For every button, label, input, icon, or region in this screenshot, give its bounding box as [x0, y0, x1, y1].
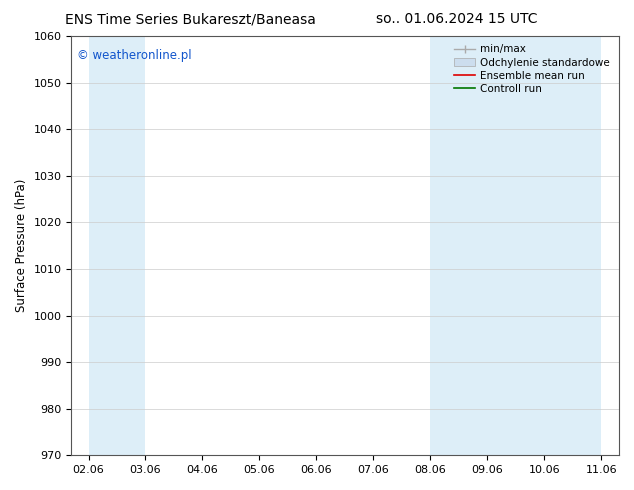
Text: © weatheronline.pl: © weatheronline.pl	[77, 49, 191, 62]
Legend: min/max, Odchylenie standardowe, Ensemble mean run, Controll run: min/max, Odchylenie standardowe, Ensembl…	[451, 41, 613, 97]
Bar	[545, 36, 602, 455]
Text: so.. 01.06.2024 15 UTC: so.. 01.06.2024 15 UTC	[376, 12, 537, 26]
Y-axis label: Surface Pressure (hPa): Surface Pressure (hPa)	[15, 179, 28, 313]
Bar	[488, 36, 545, 455]
Text: ENS Time Series Bukareszt/Baneasa: ENS Time Series Bukareszt/Baneasa	[65, 12, 316, 26]
Bar	[430, 36, 488, 455]
Bar	[89, 36, 145, 455]
